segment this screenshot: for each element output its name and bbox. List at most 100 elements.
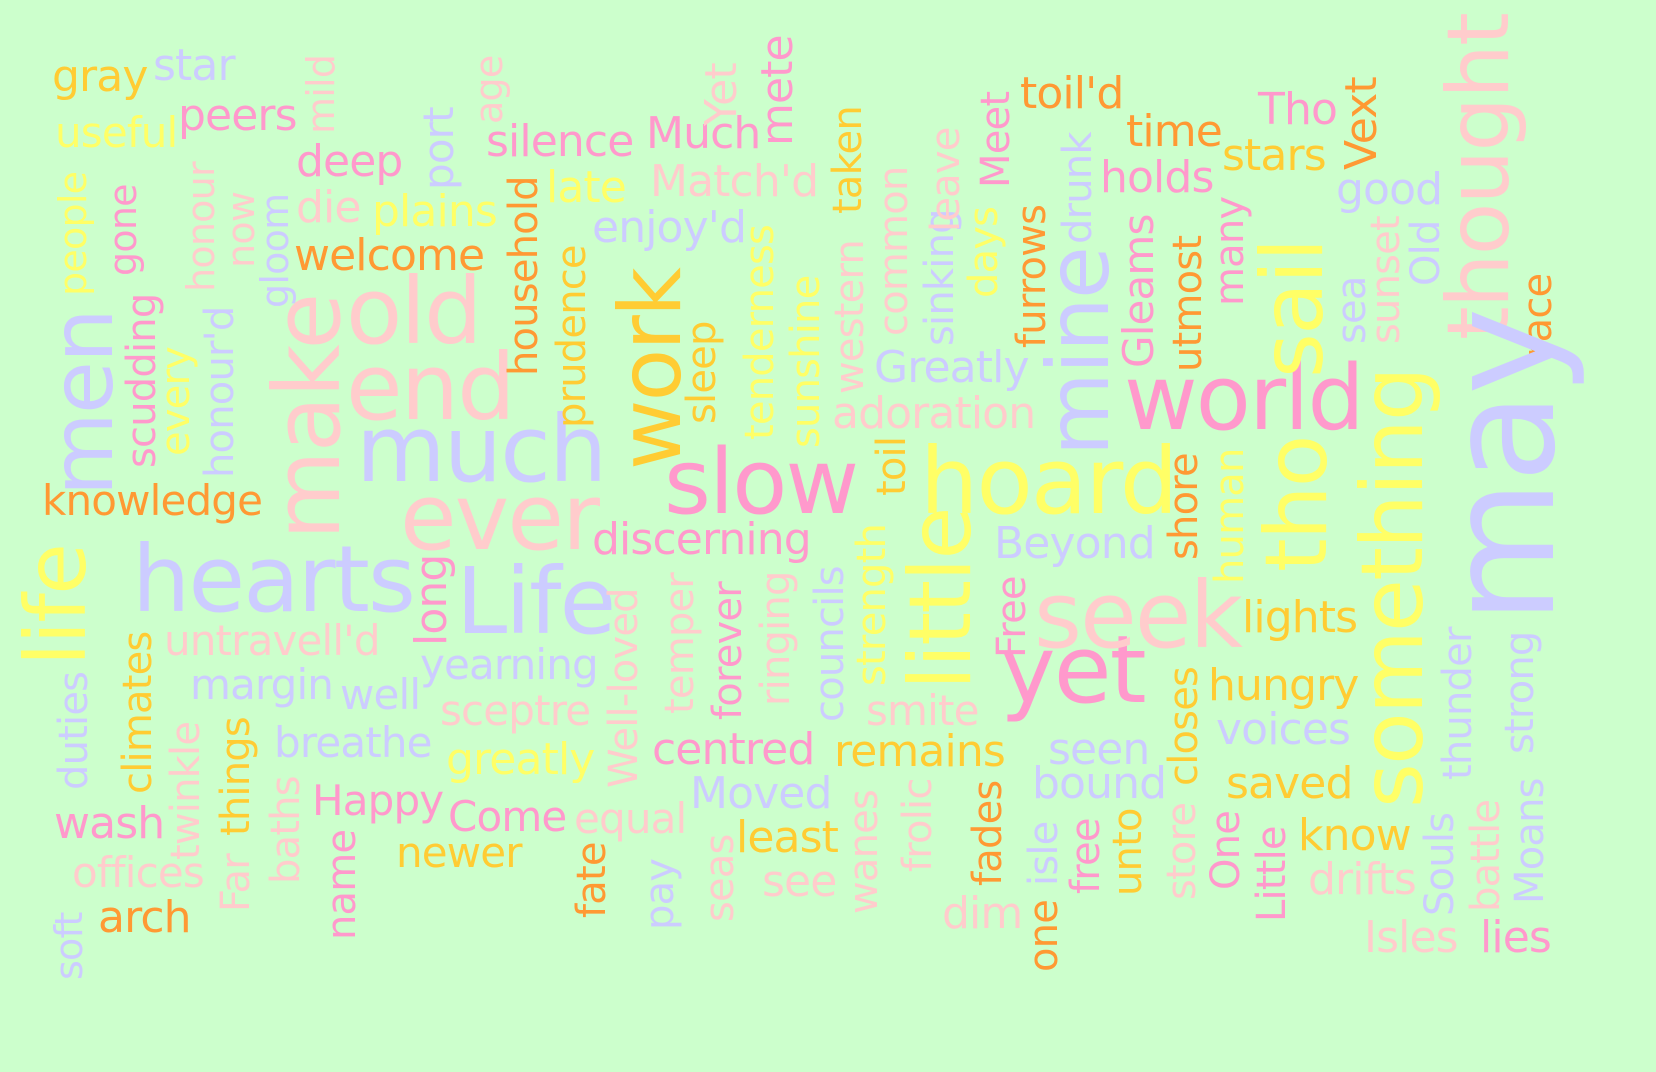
word-things: things [213, 717, 259, 836]
word-toild: toil'd [1020, 68, 1124, 119]
word-hungry: hungry [1208, 660, 1359, 711]
word-time: time [1126, 106, 1223, 157]
word-age: age [467, 55, 511, 124]
word-common: common [871, 166, 917, 336]
word-lights: lights [1242, 592, 1358, 643]
word-one-cap: One [1203, 810, 1249, 890]
word-life-cap: Life [456, 548, 616, 655]
word-happy: Happy [312, 776, 444, 825]
word-honour: honour [179, 162, 223, 292]
word-smite: smite [866, 686, 979, 735]
word-late: late [546, 162, 627, 213]
word-unto: unto [1105, 808, 1151, 896]
word-well-loved: Well-loved [601, 588, 647, 788]
word-beyond: Beyond [994, 518, 1156, 569]
word-climates: climates [115, 631, 161, 794]
word-wash: wash [54, 798, 165, 849]
word-frolic: frolic [895, 778, 941, 872]
word-offices: offices [72, 848, 205, 897]
word-knowledge: knowledge [42, 476, 263, 525]
word-matchd: Match'd [650, 156, 819, 207]
word-star: star [153, 40, 236, 91]
word-stars: stars [1222, 130, 1327, 181]
word-equal: equal [574, 794, 687, 843]
word-sceptre: sceptre [440, 686, 591, 735]
word-hoard: hoard [920, 428, 1178, 535]
word-well: well [340, 670, 421, 719]
word-every: every [153, 346, 199, 456]
word-holds: holds [1100, 152, 1214, 203]
word-isles: Isles [1364, 912, 1459, 963]
word-least: least [736, 812, 839, 863]
word-free: free [1063, 818, 1109, 894]
word-little: little [891, 508, 991, 690]
word-know: know [1298, 810, 1412, 861]
word-discerning: discerning [592, 514, 812, 565]
word-tho: tho [1247, 436, 1347, 572]
word-pay: pay [637, 858, 683, 930]
word-fades: fades [965, 780, 1011, 886]
word-toil: toil [869, 436, 915, 496]
word-plains: plains [372, 186, 498, 237]
word-greatly-cap: Greatly [874, 342, 1029, 393]
word-moved: Moved [690, 768, 832, 819]
word-peers: peers [178, 90, 298, 141]
word-slow: slow [664, 430, 859, 535]
word-breathe: breathe [274, 718, 432, 767]
word-people: people [51, 171, 95, 296]
word-voices: voices [1216, 704, 1351, 755]
word-men: men [33, 309, 133, 496]
word-enjoyd: enjoy'd [592, 202, 747, 253]
word-twinkle: twinkle [163, 721, 209, 860]
word-come: Come [448, 792, 567, 841]
word-seas: seas [697, 834, 743, 922]
word-temper: temper [657, 573, 703, 714]
word-duties: duties [51, 671, 97, 790]
word-old: old [346, 258, 483, 365]
word-port: port [414, 107, 463, 190]
word-souls: Souls [1417, 812, 1463, 916]
word-fate: fate [569, 842, 615, 918]
word-vext: Vext [1336, 77, 1387, 170]
word-tenderness: tenderness [737, 224, 783, 440]
word-councils: councils [807, 566, 853, 722]
word-yet-cap: Yet [696, 63, 747, 126]
word-useful: useful [55, 108, 178, 157]
word-closes: closes [1161, 666, 1207, 786]
word-sunset: sunset [1363, 216, 1409, 344]
word-centred: centred [652, 724, 815, 775]
word-store: store [1159, 802, 1205, 900]
word-ringing: ringing [753, 571, 799, 706]
word-leave: leave [923, 127, 969, 232]
word-end: end [346, 334, 516, 441]
word-meet: Meet [973, 91, 1019, 188]
word-mild: mild [299, 54, 343, 134]
word-shore: shore [1161, 453, 1207, 560]
word-world: world [1124, 346, 1365, 451]
word-drunk: drunk [1055, 132, 1101, 244]
word-mine: mine [1029, 247, 1129, 456]
word-bound: bound [1032, 758, 1167, 809]
word-greatly: greatly [446, 734, 595, 785]
word-sail: sail [1243, 239, 1343, 378]
word-baths: baths [263, 776, 309, 884]
word-strong: strong [1497, 631, 1543, 754]
word-yearning: yearning [420, 640, 599, 689]
word-long: long [406, 554, 457, 646]
word-strength: strength [849, 523, 895, 686]
word-moans: Moans [1507, 778, 1553, 904]
word-seek: seek [1034, 562, 1243, 669]
word-yet: yet [1000, 616, 1147, 725]
word-wanes: wanes [841, 789, 887, 914]
word-much-cap: Much [646, 108, 761, 159]
word-saved: saved [1226, 758, 1353, 809]
word-die: die [296, 182, 361, 233]
word-adoration: adoration [832, 388, 1036, 439]
word-margin: margin [190, 660, 334, 709]
word-household: household [501, 176, 547, 376]
word-one: one [1021, 899, 1067, 972]
word-see: see [762, 856, 837, 907]
word-gray: gray [52, 51, 148, 102]
word-hearts: hearts [132, 526, 416, 633]
